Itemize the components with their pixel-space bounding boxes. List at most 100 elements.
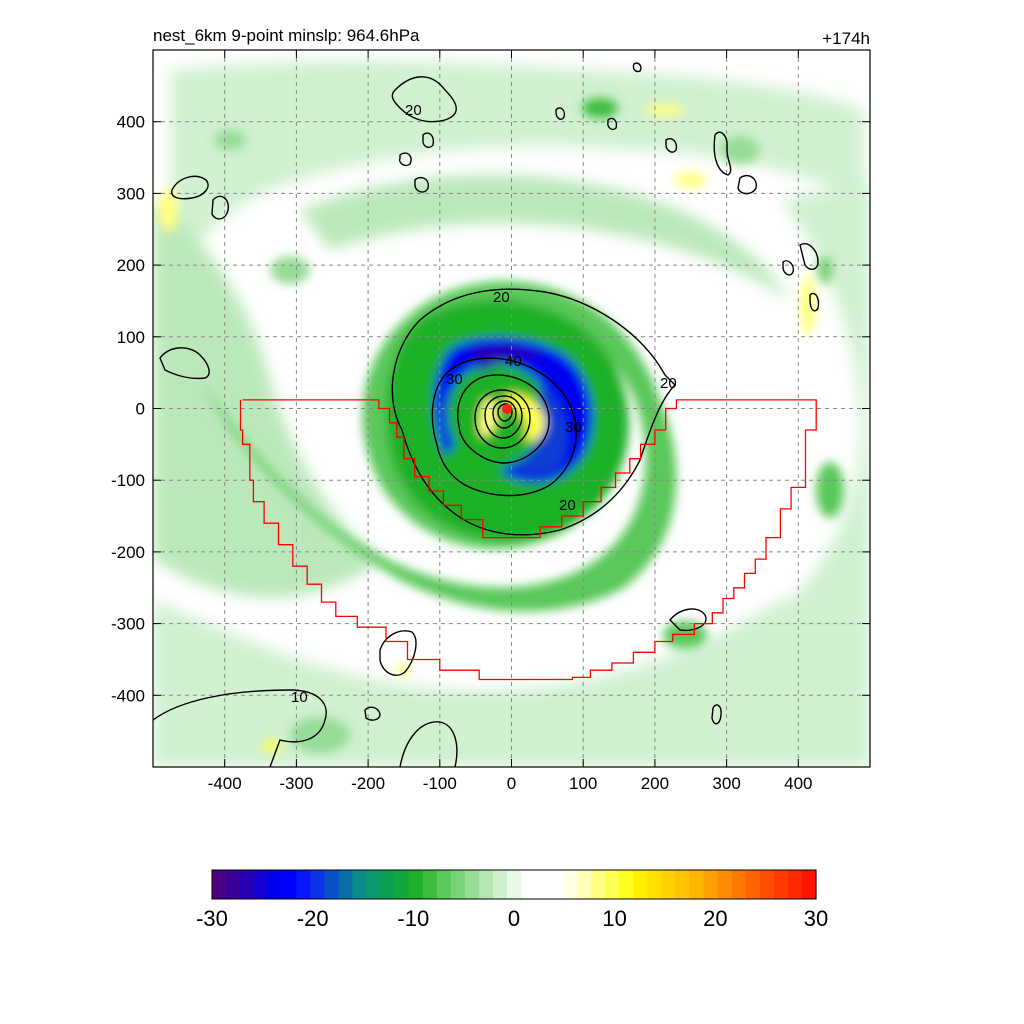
- y-axis-tick-labels: -400 -300 -200 -100 0 100 200 300 400: [111, 113, 145, 706]
- colorbar-tick-label: -30: [196, 906, 228, 931]
- colorbar-swatch: [226, 870, 241, 899]
- x-tick-label: 300: [712, 774, 740, 793]
- colorbar-swatch: [661, 870, 677, 899]
- colorbar-swatch: [521, 870, 536, 899]
- contour-lines: [153, 62, 820, 767]
- blob-green-5: [720, 136, 760, 164]
- contour-label-20-nw: 20: [405, 102, 422, 119]
- colorbar-swatch: [773, 870, 789, 899]
- colorbar-tick-label: 20: [703, 906, 727, 931]
- colorbar-swatch: [689, 870, 705, 899]
- x-tick-label: -100: [423, 774, 457, 793]
- colorbar-swatch: [675, 870, 691, 899]
- field-eyewall-purple: [470, 345, 545, 372]
- contour-e-3: [782, 260, 795, 276]
- blob-yellow-6: [395, 664, 411, 676]
- x-tick-label: 100: [569, 774, 597, 793]
- colorbar-swatch: [240, 870, 255, 899]
- colorbar-tick-label: 10: [602, 906, 626, 931]
- x-axis-tick-labels: -400 -300 -200 -100 0 100 200 300 400: [208, 774, 813, 793]
- contour-40: [457, 374, 550, 464]
- x-tick-label: -200: [351, 774, 385, 793]
- blob-green-2: [816, 462, 844, 518]
- colorbar-swatch: [324, 870, 340, 899]
- colorbar-tick-labels: -30 -20 -10 0 10 20 30: [196, 906, 828, 931]
- colorbar-swatch: [296, 870, 311, 899]
- colorbar-swatch: [310, 870, 325, 899]
- colorbar-tick-label: 30: [804, 906, 828, 931]
- colorbar-swatch: [254, 870, 269, 899]
- blob-green-8: [290, 717, 350, 753]
- y-tick-label: -100: [111, 471, 145, 490]
- contour-e-1: [799, 243, 819, 270]
- y-tick-label: 400: [117, 113, 145, 132]
- field-east-band: [780, 180, 870, 620]
- contour-n-5: [398, 152, 412, 167]
- field-eyewall-blue-east: [512, 380, 568, 476]
- colorbar-swatch: [717, 870, 733, 899]
- colorbar-swatch: [422, 870, 438, 899]
- colorbar-swatch: [619, 870, 634, 899]
- colorbar-swatch: [563, 870, 578, 899]
- mask-boundary: [239, 399, 817, 681]
- colorbar-swatch: [408, 870, 424, 899]
- contour-w-1: [159, 347, 210, 380]
- y-tick-label: 200: [117, 256, 145, 275]
- contour-label-30-e: 30: [565, 419, 582, 436]
- colorbar-swatch: [450, 870, 466, 899]
- colorbar-swatch: [549, 870, 564, 899]
- field-outer-ring-north: [170, 60, 865, 300]
- x-tick-label: -400: [208, 774, 242, 793]
- y-tick-label: 300: [117, 184, 145, 203]
- blob-green-6: [270, 256, 310, 284]
- colorbar-swatch: [535, 870, 550, 899]
- axis-ticks: [153, 50, 870, 767]
- contour-30: [431, 357, 577, 497]
- colorbar-swatch: [268, 870, 283, 899]
- contour-se-2: [711, 704, 722, 725]
- colorbar-swatch: [605, 870, 620, 899]
- colorbar-swatch: [745, 870, 761, 899]
- blob-green-7: [214, 130, 246, 150]
- colorbar-swatch: [577, 870, 592, 899]
- contour-nw-3: [211, 195, 229, 220]
- colorbar-swatch: [492, 870, 508, 899]
- colorbar-swatch: [703, 870, 719, 899]
- chart-time-label: +174h: [822, 29, 870, 48]
- contour-sw-1: [153, 689, 327, 767]
- contour-labels: 20 20 20 20 30 30 40 10: [291, 102, 677, 706]
- colorbar-swatch: [801, 870, 817, 899]
- blob-yellow-4: [645, 104, 685, 116]
- contour-label-40: 40: [505, 353, 522, 370]
- contour-20-outer: [391, 288, 676, 536]
- colorbar-swatch: [282, 870, 297, 899]
- x-tick-label: 200: [641, 774, 669, 793]
- contour-n-2: [607, 117, 618, 131]
- colorbar-swatch: [338, 870, 354, 899]
- colorbar-swatch: [394, 870, 410, 899]
- colorbar-swatch: [436, 870, 452, 899]
- colorbar-swatch: [633, 870, 649, 899]
- contour-ne-1: [713, 131, 732, 176]
- field-north-arc: [300, 174, 790, 300]
- contour-nw-2: [171, 175, 209, 200]
- contour-inner-3: [492, 400, 517, 429]
- contour-inner-4: [497, 403, 513, 422]
- y-tick-label: -300: [111, 615, 145, 634]
- colorbar-tick-label: -20: [297, 906, 329, 931]
- blob-yellow-2: [674, 172, 706, 188]
- colorbar-swatch: [478, 870, 494, 899]
- contour-n-1: [555, 107, 566, 120]
- blob-green-1: [582, 98, 618, 118]
- colorbar-swatch: [464, 870, 480, 899]
- colorbar-swatch: [647, 870, 663, 899]
- storm-center-marker: [502, 404, 512, 414]
- y-tick-label: -200: [111, 543, 145, 562]
- contour-inner-1: [474, 389, 531, 449]
- x-tick-label: 400: [784, 774, 812, 793]
- colorbar-swatch: [380, 870, 396, 899]
- contour-s-1: [399, 721, 458, 767]
- contour-e-2: [809, 292, 820, 312]
- contour-n-3: [632, 62, 642, 73]
